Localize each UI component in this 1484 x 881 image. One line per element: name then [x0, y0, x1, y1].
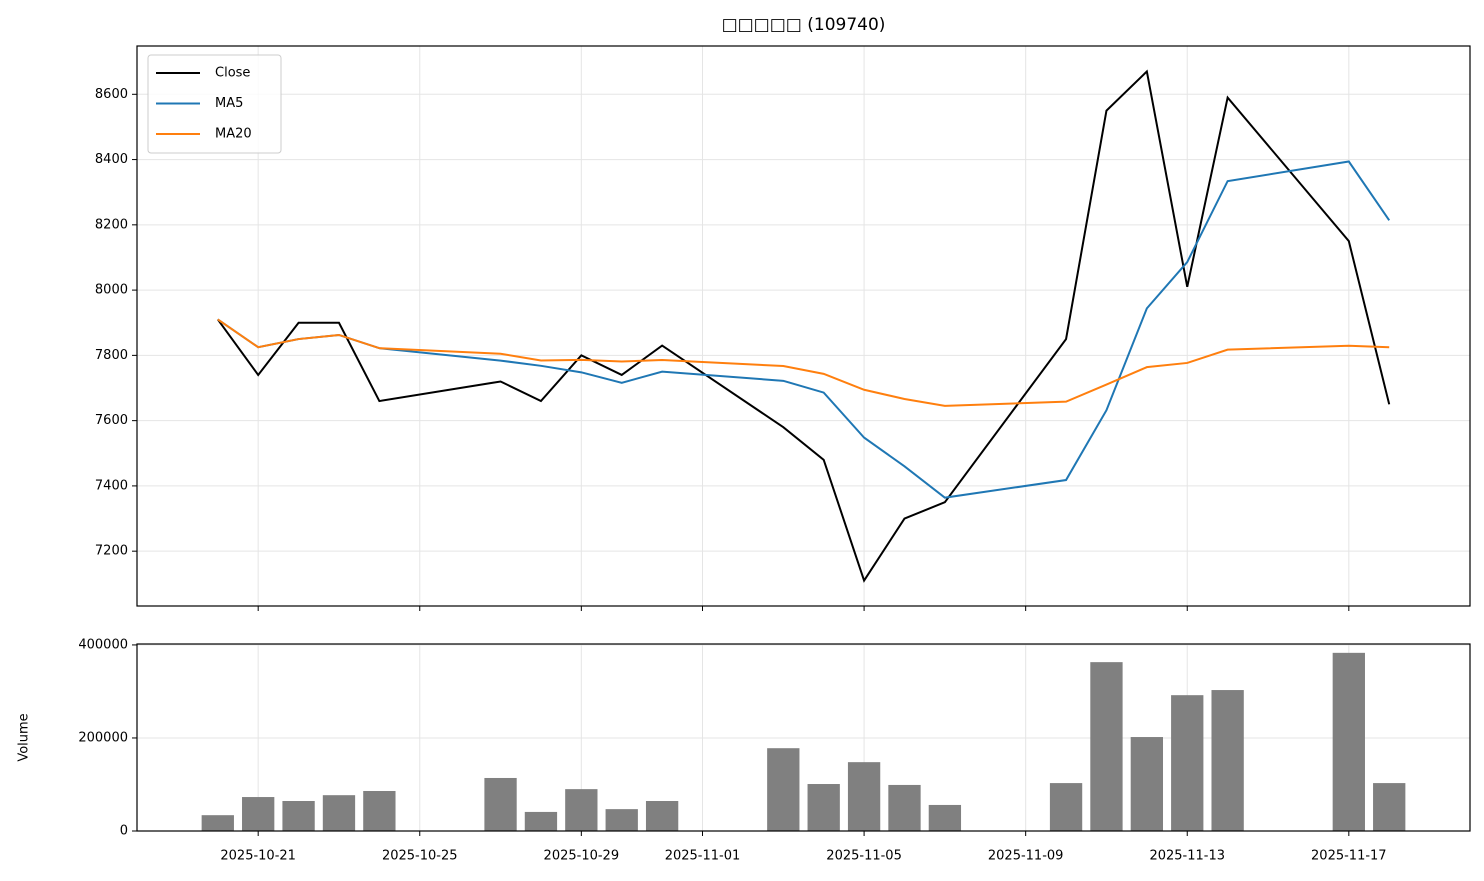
x-tick-label: 2025-11-05 [826, 849, 902, 864]
bar [484, 777, 517, 831]
bar [201, 815, 234, 831]
x-tick-label: 2025-11-09 [988, 849, 1064, 864]
x-tick-label: 2025-11-17 [1311, 849, 1387, 864]
bar [524, 811, 558, 831]
x-tick-label: 2025-10-25 [382, 849, 458, 864]
bar [807, 784, 840, 831]
line [217, 318, 1390, 407]
bar [888, 784, 921, 831]
bar [282, 800, 315, 831]
axes-frame [136, 643, 1471, 832]
bar [1373, 783, 1406, 831]
axes-frame [136, 45, 1471, 607]
bar [1332, 652, 1365, 831]
chart-title: □□□□□ (109740) [722, 15, 886, 35]
line [216, 69, 1391, 583]
bar [363, 790, 396, 831]
line [217, 160, 1391, 499]
bar [645, 800, 679, 831]
x-tick-label: 2025-10-29 [544, 849, 620, 864]
y-tick-label: 0 [120, 824, 128, 839]
bar [928, 804, 962, 831]
x-tick-label: 2025-10-21 [220, 849, 296, 864]
bar [242, 797, 275, 831]
y-axis-label: Volume [17, 713, 32, 761]
y-tick-label: 7400 [95, 478, 128, 493]
y-tick-label: 8000 [95, 283, 128, 298]
bar [1211, 690, 1244, 831]
y-tick-label: 7600 [95, 413, 128, 428]
y-tick-label: 8200 [95, 217, 128, 232]
bar [565, 789, 598, 831]
y-tick-label: 8400 [95, 152, 128, 167]
y-tick-label: 200000 [78, 730, 128, 745]
bar [1049, 783, 1083, 831]
y-tick-label: 7200 [95, 544, 128, 559]
y-tick-label: 400000 [78, 637, 128, 652]
bar [767, 748, 800, 831]
bar [1130, 737, 1164, 831]
y-tick-label: 8600 [95, 87, 128, 102]
bar [847, 762, 881, 831]
y-tick-label: 7800 [95, 348, 128, 363]
legend-label: MA5 [215, 96, 243, 111]
legend-label: MA20 [215, 127, 252, 142]
bar [1090, 662, 1123, 831]
x-tick-label: 2025-11-01 [665, 849, 741, 864]
bar [1171, 695, 1204, 831]
bar [322, 795, 356, 831]
legend-box [147, 54, 282, 154]
legend-label: Close [215, 66, 250, 81]
x-tick-label: 2025-11-13 [1149, 849, 1225, 864]
bar [605, 809, 638, 831]
